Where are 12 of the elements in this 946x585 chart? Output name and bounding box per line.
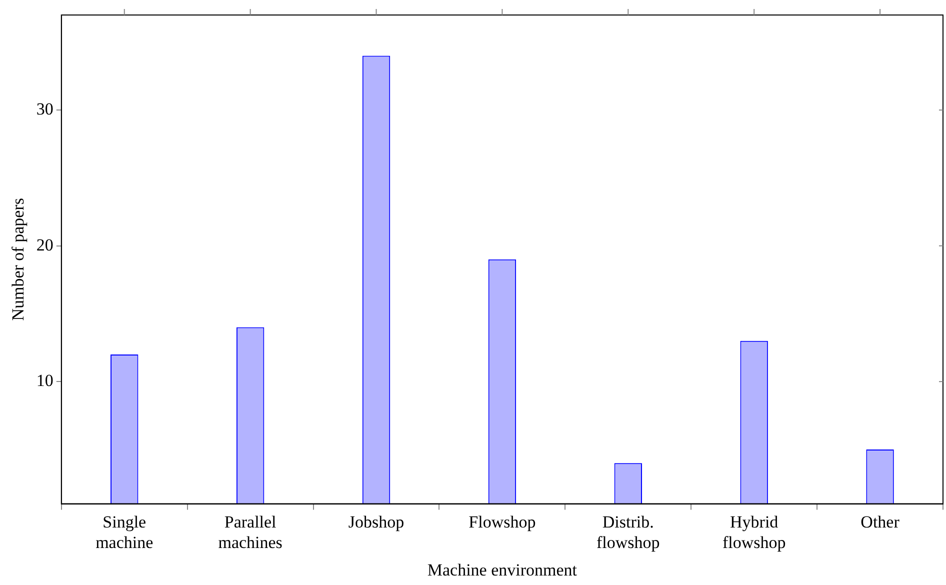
y-tick-label: 30	[36, 100, 54, 119]
x-tick-label: Jobshop	[348, 512, 404, 532]
x-tick-label: Flowshop	[468, 512, 536, 532]
y-axis-title: Number of papers	[8, 198, 28, 321]
x-tick-label: Distrib. flowshop	[596, 512, 660, 552]
y-tick-label: 10	[36, 371, 54, 390]
x-axis-title: Machine environment	[427, 560, 578, 580]
x-tick-label: Parallel machines	[218, 512, 282, 552]
x-tick-label: Hybrid flowshop	[722, 512, 786, 552]
x-tick-label: Single machine	[96, 512, 154, 552]
y-tick-label: 20	[36, 235, 54, 254]
x-tick-label: Other	[860, 512, 900, 532]
